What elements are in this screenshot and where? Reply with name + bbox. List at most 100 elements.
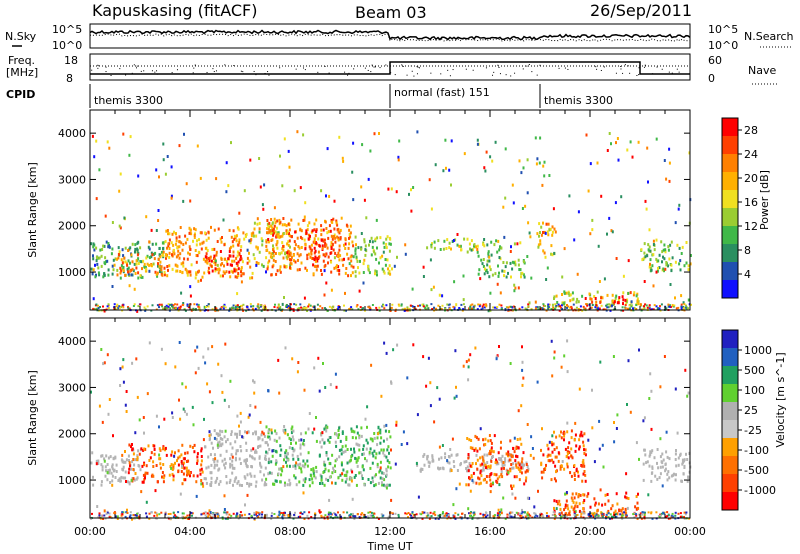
- heatmap-cell: [348, 232, 351, 236]
- heatmap-cell: [360, 247, 363, 251]
- heatmap-cell: [472, 305, 475, 308]
- heatmap-cell: [225, 270, 228, 274]
- heatmap-cell: [236, 512, 239, 515]
- heatmap-cell: [527, 221, 530, 225]
- heatmap-cell: [564, 503, 567, 507]
- heatmap-cell: [397, 303, 400, 306]
- heatmap-cell: [326, 516, 329, 519]
- heatmap-cell: [124, 260, 127, 264]
- heatmap-cell: [120, 269, 123, 273]
- heatmap-cell: [521, 508, 523, 512]
- heatmap-cell: [210, 463, 213, 467]
- heatmap-cell: [275, 272, 278, 276]
- heatmap-cell: [324, 386, 327, 389]
- heatmap-cell: [580, 512, 583, 515]
- heatmap-cell: [550, 308, 553, 311]
- heatmap-cell: [189, 474, 191, 478]
- heatmap-cell: [405, 512, 408, 515]
- heatmap-cell: [241, 260, 244, 264]
- heatmap-cell: [150, 264, 153, 267]
- nave-dot: [295, 68, 297, 70]
- heatmap-cell: [95, 303, 98, 306]
- heatmap-cell: [223, 508, 226, 511]
- heatmap-cell: [257, 307, 260, 310]
- heatmap-cell: [261, 239, 264, 243]
- heatmap-cell: [361, 474, 363, 478]
- heatmap-cell: [150, 251, 153, 255]
- heatmap-cell: [282, 248, 285, 252]
- heatmap-cell: [346, 461, 349, 465]
- heatmap-cell: [210, 480, 213, 484]
- heatmap-cell: [364, 244, 367, 248]
- heatmap-cell: [379, 460, 382, 464]
- heatmap-cell: [613, 513, 616, 516]
- nave-dot: [193, 67, 195, 69]
- heatmap-cell: [686, 394, 689, 398]
- heatmap-cell: [105, 240, 108, 244]
- heatmap-cell: [656, 269, 659, 273]
- heatmap-cell: [478, 482, 481, 486]
- heatmap-cell: [621, 306, 624, 309]
- heatmap-cell: [388, 461, 391, 465]
- heatmap-cell: [568, 512, 571, 515]
- heatmap-cell: [670, 474, 673, 478]
- heatmap-cell: [194, 349, 197, 353]
- heatmap-cell: [688, 517, 691, 520]
- heatmap-cell: [189, 270, 192, 274]
- heatmap-cell: [211, 512, 214, 515]
- heatmap-cell: [113, 303, 116, 306]
- heatmap-cell: [156, 271, 159, 275]
- heatmap-cell: [104, 256, 107, 260]
- heatmap-cell: [314, 249, 317, 253]
- heatmap-cell: [483, 306, 486, 309]
- heatmap-cell: [611, 293, 614, 297]
- heatmap-cell: [382, 304, 385, 307]
- heatmap-cell: [161, 273, 164, 277]
- heatmap-cell: [496, 514, 499, 517]
- heatmap-cell: [150, 451, 153, 455]
- heatmap-cell: [560, 436, 563, 440]
- heatmap-cell: [641, 308, 644, 311]
- heatmap-cell: [584, 453, 587, 457]
- heatmap-cell: [598, 447, 601, 451]
- heatmap-cell: [353, 430, 356, 434]
- heatmap-cell: [259, 470, 262, 474]
- heatmap-cell: [689, 262, 692, 266]
- heatmap-cell: [506, 472, 509, 476]
- nave-dot: [176, 69, 178, 71]
- heatmap-cell: [467, 365, 470, 369]
- heatmap-cell: [125, 458, 128, 462]
- heatmap-cell: [165, 304, 168, 307]
- heatmap-cell: [551, 233, 554, 237]
- nave-dot: [379, 67, 381, 69]
- heatmap-cell: [553, 517, 556, 520]
- heatmap-cell: [322, 228, 325, 232]
- heatmap-cell: [433, 240, 436, 244]
- heatmap-cell: [231, 263, 233, 267]
- heatmap-cell: [325, 243, 328, 247]
- heatmap-cell: [378, 132, 380, 135]
- freq-label-bottom: [MHz]: [6, 66, 38, 79]
- heatmap-cell: [144, 473, 147, 477]
- heatmap-cell: [553, 477, 556, 481]
- heatmap-cell: [608, 216, 611, 220]
- heatmap-cell: [152, 474, 155, 478]
- heatmap-cell: [207, 305, 210, 308]
- heatmap-cell: [207, 465, 210, 469]
- heatmap-cell: [349, 224, 352, 228]
- heatmap-cell: [95, 307, 98, 310]
- heatmap-cell: [643, 448, 646, 452]
- heatmap-cell: [183, 457, 186, 461]
- heatmap-cell: [313, 427, 316, 431]
- heatmap-cell: [552, 460, 555, 464]
- heatmap-cell: [276, 219, 279, 223]
- nave-dot: [472, 69, 474, 71]
- heatmap-cell: [182, 302, 185, 305]
- heatmap-cell: [560, 511, 563, 515]
- heatmap-cell: [239, 445, 242, 448]
- heatmap-cell: [235, 239, 238, 243]
- heatmap-cell: [190, 263, 193, 267]
- heatmap-cell: [469, 514, 471, 517]
- heatmap-cell: [112, 258, 115, 262]
- heatmap-cell: [271, 449, 274, 453]
